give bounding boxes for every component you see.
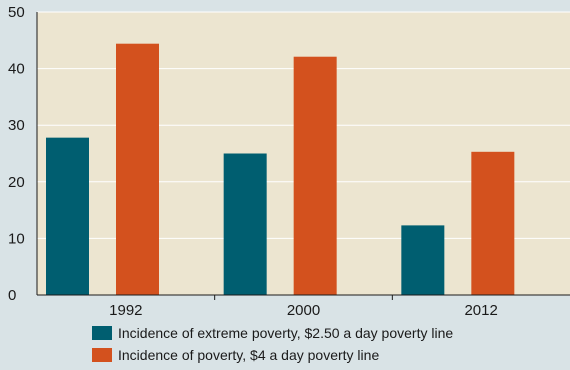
bar-1992-series-2 (116, 43, 159, 295)
legend-label-poverty: Incidence of poverty, $4 a day poverty l… (118, 347, 380, 363)
bar-2012-series-1 (401, 225, 445, 295)
x-tick-labels: 1992 2000 2012 (109, 302, 498, 319)
legend-item-poverty: Incidence of poverty, $4 a day poverty l… (92, 344, 453, 366)
y-tick-label-20: 20 (8, 174, 25, 191)
legend-swatch-extreme-poverty (92, 326, 112, 340)
legend: Incidence of extreme poverty, $2.50 a da… (92, 322, 453, 366)
x-tick-label-1992: 1992 (109, 302, 142, 319)
legend-item-extreme-poverty: Incidence of extreme poverty, $2.50 a da… (92, 322, 453, 344)
y-tick-label-10: 10 (8, 230, 25, 247)
bar-2000-series-1 (223, 153, 267, 295)
y-tick-label-30: 30 (8, 117, 25, 134)
legend-label-extreme-poverty: Incidence of extreme poverty, $2.50 a da… (118, 325, 454, 341)
x-tick-label-2012: 2012 (464, 302, 497, 319)
y-tick-label-40: 40 (8, 61, 25, 78)
bar-1992-series-1 (46, 137, 89, 295)
x-tick-label-2000: 2000 (287, 302, 320, 319)
bar-chart: 0 10 20 30 40 50 1992 2000 2012 (8, 4, 570, 319)
bars (46, 43, 515, 295)
y-tick-labels: 0 10 20 30 40 50 (8, 4, 25, 304)
y-tick-label-50: 50 (8, 4, 25, 21)
y-tick-label-0: 0 (8, 287, 16, 304)
bar-2012-series-2 (471, 151, 515, 295)
bar-2000-series-2 (293, 56, 337, 295)
legend-swatch-poverty (92, 348, 112, 362)
axes (36, 12, 570, 300)
